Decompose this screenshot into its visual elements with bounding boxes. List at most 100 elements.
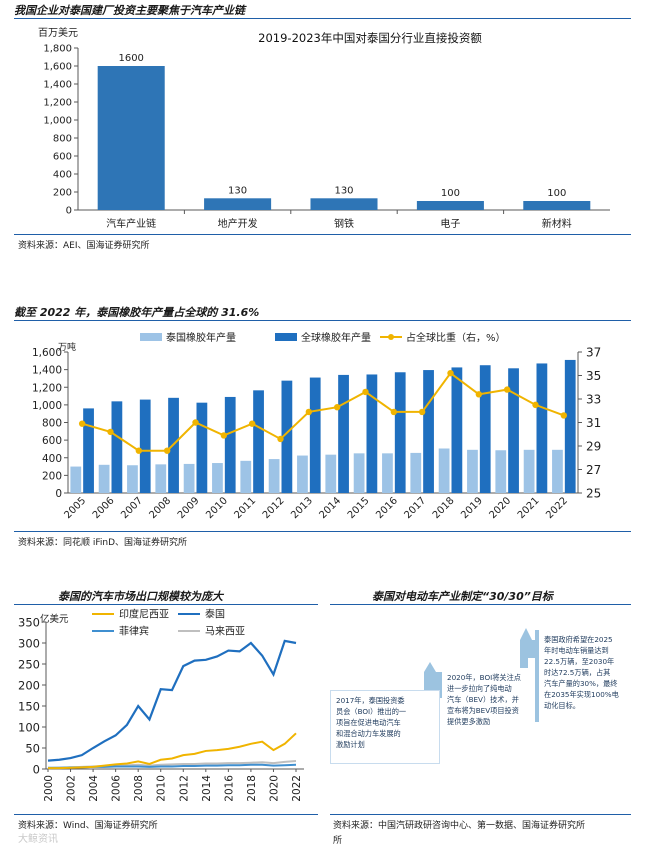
y-tick-label: 1,800: [43, 44, 72, 55]
timeline-2020-line2: 进一步拉向了纯电动: [447, 684, 512, 693]
y-tick-label: 0: [33, 763, 40, 777]
y-tick-label: 100: [18, 721, 40, 735]
bar-5: [523, 201, 591, 210]
watermark: 大鲸资讯: [18, 834, 58, 845]
section1-bottom-rule: [14, 234, 631, 235]
share-point-2020: [503, 386, 511, 393]
legend-label-2: 全球橡胶年产量: [301, 331, 371, 344]
legend-swatch-2: [275, 333, 297, 341]
x-tick-label: 2009: [176, 495, 202, 521]
left-tick-label: 800: [42, 418, 62, 430]
global-rubber-bar-2020: [508, 368, 519, 493]
y-tick-label: 1,400: [43, 80, 72, 91]
y-tick-label: 1,200: [43, 98, 72, 109]
timeline-2025-line7: 动化目标。: [544, 701, 580, 710]
y-tick-label: 400: [53, 170, 72, 181]
x-tick-label: 2000: [43, 775, 55, 802]
y-tick-label: 200: [53, 188, 72, 199]
share-point-2021: [532, 401, 539, 409]
global-rubber-bar-2014: [338, 374, 349, 493]
share-point-2014: [333, 404, 341, 411]
y-tick-label: 150: [18, 700, 40, 714]
x-tick-label: 2021: [516, 495, 542, 521]
global-rubber-bar-2012: [281, 380, 293, 493]
x-category-label: 钢铁: [334, 217, 354, 230]
share-point-2011: [248, 420, 256, 427]
left-tick-label: 200: [42, 470, 62, 482]
x-tick-label: 2008: [133, 775, 145, 802]
thai-rubber-bar-2016: [382, 453, 393, 493]
share-point-2018: [447, 369, 454, 377]
timeline-2020-line5: 提供更多激励: [447, 717, 491, 726]
y-tick-label: 350: [18, 616, 40, 630]
section2-bottom-rule: [14, 531, 631, 532]
thai-rubber-bar-2012: [268, 459, 280, 493]
timeline-2017-line2: 员会（BOI）推出的一: [336, 707, 407, 716]
thai-rubber-bar-2019: [467, 449, 478, 493]
global-rubber-bar-2018: [451, 367, 463, 493]
thai-rubber-bar-2018: [438, 448, 450, 493]
share-point-2017: [418, 408, 426, 416]
x-tick-label: 2016: [374, 495, 400, 521]
x-tick-label: 2020: [488, 495, 514, 521]
x-tick-label: 2005: [63, 495, 89, 521]
y-tick-label: 200: [18, 679, 40, 693]
right-tick-label: 31: [586, 416, 601, 430]
x-tick-label: 2015: [346, 495, 372, 521]
left-tick-label: 1,000: [32, 400, 62, 412]
legend-label-2: 泰国: [205, 608, 225, 621]
x-tick-label: 2013: [289, 495, 315, 521]
thai-rubber-bar-2010: [212, 463, 223, 493]
share-point-2022: [560, 412, 568, 419]
share-point-2006: [107, 428, 114, 436]
legend-marker-3: [388, 334, 394, 340]
share-point-2019: [475, 391, 483, 398]
global-rubber-bar-2019: [479, 365, 491, 493]
x-tick-label: 2019: [459, 495, 485, 521]
section3-source: 资料来源：Wind、国海证券研究所: [18, 821, 158, 831]
thai-rubber-bar-2008: [155, 464, 167, 493]
legend-label-3: 菲律宾: [119, 625, 149, 638]
y-tick-label: 0: [66, 206, 72, 217]
global-rubber-bar-2015: [366, 374, 378, 493]
right-tick-label: 37: [586, 346, 601, 360]
share-point-2007: [135, 447, 143, 454]
x-tick-label: 2007: [119, 495, 145, 521]
thai-rubber-bar-2014: [325, 454, 337, 493]
section4-top-rule: [330, 604, 631, 605]
chart-investment-by-industry: 百万美元 2019-2023年中国对泰国分行业直接投资额 0 200 400 600 800…: [38, 26, 610, 230]
timeline-box-2020: 2020年，BOI将关注点 进一步拉向了纯电动 汽车（BEV）技术，并 宣布将为…: [442, 668, 532, 734]
y-tick-label: 600: [53, 152, 72, 163]
x-tick-label: 2022: [544, 495, 570, 521]
x-category-label: 汽车产业链: [106, 217, 156, 230]
left-tick-label: 1,600: [32, 347, 62, 359]
section2-header: 截至 2022 年，泰国橡胶年产量占全球的 31.6%: [14, 306, 260, 319]
section3-top-rule: [14, 604, 318, 605]
x-tick-label: 2010: [156, 775, 168, 802]
y-tick-label: 1,600: [43, 62, 72, 73]
share-point-2010: [220, 432, 228, 439]
thai-rubber-bar-2006: [98, 464, 110, 493]
series-line-1: [48, 732, 297, 770]
y-axis-unit-label: 百万美元: [38, 26, 78, 39]
section2-source: 资料来源：同花顺 iFinD、国海证券研究所: [18, 538, 188, 548]
global-rubber-bar-2013: [309, 377, 321, 493]
x-tick-label: 2017: [403, 495, 429, 521]
section4-source-line2: 所: [333, 836, 343, 846]
bar-3: [310, 198, 378, 210]
share-point-2015: [362, 388, 369, 396]
section3-header: 泰国的汽车市场出口规模较为庞大: [58, 590, 223, 603]
timeline-2017-line4: 和混合动力车发展的: [336, 729, 401, 738]
left-tick-label: 400: [42, 453, 62, 465]
x-category-label: 新材料: [542, 217, 572, 230]
left-tick-label: 600: [42, 435, 62, 447]
x-tick-label: 2010: [204, 495, 230, 521]
right-tick-label: 25: [586, 487, 601, 501]
share-point-2016: [390, 408, 398, 416]
thai-rubber-bar-2015: [353, 453, 365, 493]
left-tick-label: 1,400: [32, 365, 62, 377]
timeline-2017-line3: 项旨在促进电动汽车: [336, 718, 401, 727]
section1-source: 资料来源：AEI、国海证券研究所: [18, 241, 150, 251]
bar-value-label: 100: [441, 188, 460, 199]
x-tick-label: 2002: [66, 775, 78, 802]
